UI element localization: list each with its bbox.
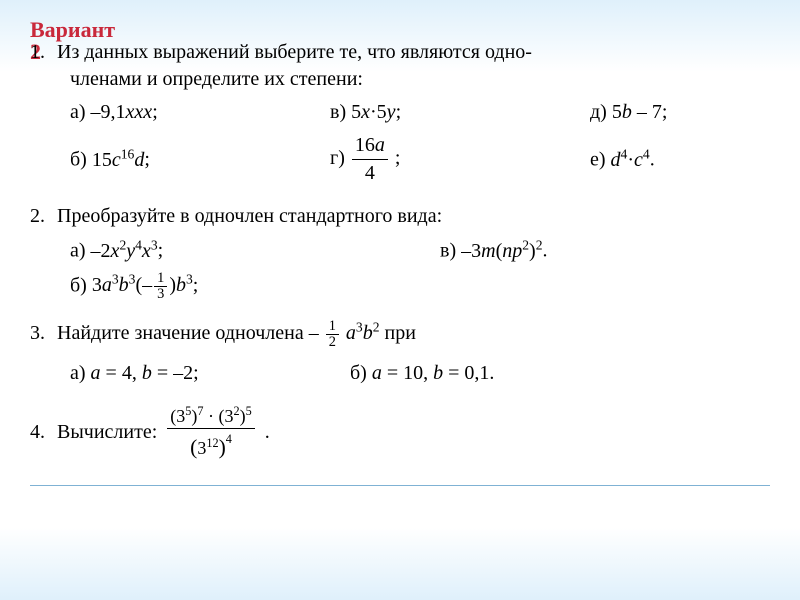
option-v: в) 5x·5y;	[330, 99, 590, 126]
options-row: а) –2x2y4x3; в) –3m(np2)2.	[30, 236, 770, 265]
option-e: е) d4·c4.	[590, 145, 770, 174]
problem-prompt-line: членами и определите их степени:	[30, 66, 770, 93]
option-b: б) 3a3b3(–13)b3;	[70, 271, 198, 303]
option-a: а) –9,1xxx;	[70, 99, 330, 126]
fraction: 13	[154, 271, 167, 302]
option-a: а) –2x2y4x3;	[70, 236, 440, 265]
problem-prompt: Вычислите:	[57, 421, 157, 443]
options-row: б) 15c16d; г) 16a 4 ; е) d4·c4.	[30, 132, 770, 187]
option-g: г) 16a 4 ;	[330, 132, 590, 187]
divider	[30, 485, 770, 486]
problem-prompt: Преобразуйте в одночлен стандартного вид…	[57, 205, 442, 227]
options-row: б) 3a3b3(–13)b3;	[30, 271, 770, 303]
problem-prompt: Найдите значение одночлена – 12 a3b2 при	[57, 322, 416, 344]
problem-number: 4.	[30, 419, 52, 446]
expr-terminator: .	[265, 419, 270, 446]
options-row: а) –9,1xxx; в) 5x·5y; д) 5b – 7;	[30, 99, 770, 126]
option-v: в) –3m(np2)2.	[440, 236, 770, 265]
problem-2: 2. Преобразуйте в одночлен стандартного …	[30, 203, 770, 302]
option-a: а) a = 4, b = –2;	[70, 360, 350, 387]
problem-number: 2.	[30, 203, 52, 230]
problem-number: 1.	[30, 39, 52, 66]
worksheet-page: Вариант 2 1. Из данных выражений выберит…	[0, 0, 800, 496]
fraction: (35)7 · (32)5 (312)4	[167, 403, 255, 462]
problem-4: 4. Вычислите: (35)7 · (32)5 (312)4 .	[30, 403, 770, 462]
fraction: 12	[326, 319, 339, 350]
problem-1: 1. Из данных выражений выберите те, что …	[30, 39, 770, 187]
problem-prompt-line: Из данных выражений выберите те, что явл…	[57, 41, 532, 63]
option-b: б) a = 10, b = 0,1.	[350, 360, 494, 387]
problem-3: 3. Найдите значение одночлена – 12 a3b2 …	[30, 318, 770, 387]
problem-number: 3.	[30, 320, 52, 347]
option-d: д) 5b – 7;	[590, 99, 770, 126]
variant-title: Вариант	[30, 18, 770, 41]
option-b: б) 15c16d;	[70, 145, 330, 174]
options-row: а) a = 4, b = –2; б) a = 10, b = 0,1.	[30, 360, 770, 387]
fraction: 16a 4	[352, 132, 388, 187]
